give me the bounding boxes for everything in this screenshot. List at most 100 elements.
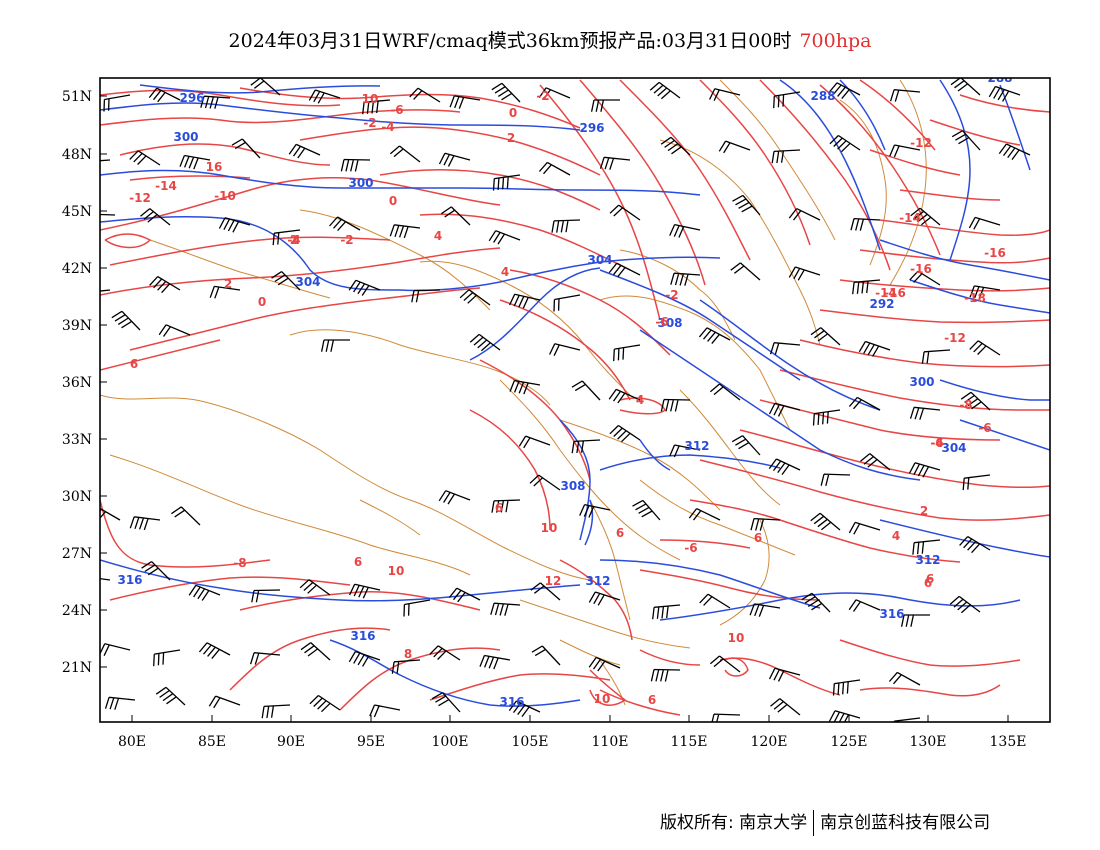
wind-barb	[888, 671, 921, 686]
wind-barb	[828, 82, 861, 100]
wind-barb	[158, 324, 191, 337]
temperature-label: -6	[978, 421, 991, 435]
wind-barb	[369, 704, 401, 718]
temperature-contour	[100, 499, 271, 568]
temperature-contour	[119, 143, 331, 166]
copyright-footer: 版权所有: 南京大学 南京创蓝科技有限公司	[660, 808, 990, 836]
temperature-label: -18	[964, 291, 986, 305]
boundary-line	[719, 519, 770, 626]
wind-barb	[188, 584, 221, 601]
wind-barb	[848, 396, 881, 411]
lat-label: 48N	[62, 147, 92, 163]
temperature-label: -2	[340, 233, 353, 247]
height-contour	[584, 499, 594, 546]
contour-labels: 296 300 300 304 304 312 308 312 316 316 316 312 296 2…	[117, 71, 1012, 709]
wind-barb	[300, 642, 331, 661]
wind-barb	[608, 388, 641, 404]
wind-barb	[788, 266, 821, 281]
wind-barb	[329, 216, 361, 232]
height-contour	[599, 269, 801, 381]
temperature-contour	[509, 269, 671, 356]
temperature-contour	[659, 539, 751, 549]
temperature-label: 0	[389, 194, 397, 208]
height-contour	[879, 519, 1050, 558]
temperature-contour	[724, 657, 749, 677]
height-label: 296	[179, 91, 204, 105]
title-main: 2024年03月31日WRF/cmaq模式36km预报产品:03月31日00时	[228, 30, 792, 52]
wind-barb	[530, 582, 561, 601]
wind-barb	[100, 577, 111, 581]
wind-barb	[129, 516, 161, 531]
wind-barb	[129, 150, 161, 166]
wind-barb	[179, 154, 211, 170]
height-label: 288	[987, 71, 1012, 85]
wind-barb	[820, 473, 851, 487]
boundary-line	[419, 260, 631, 396]
temperature-label: -14	[155, 179, 177, 193]
wind-barb	[588, 656, 621, 672]
temperature-contour	[479, 359, 591, 481]
height-label: 312	[915, 553, 940, 567]
wind-barb	[909, 406, 941, 420]
wind-barb	[988, 85, 1021, 102]
wind-barb	[349, 583, 381, 599]
temperature-label: 6	[616, 526, 624, 540]
temperature-contour	[109, 576, 351, 601]
height-contour	[639, 329, 921, 481]
boundary-line	[679, 389, 781, 506]
height-contour	[100, 102, 581, 131]
wind-barb	[429, 645, 461, 661]
boundary-line	[109, 454, 471, 576]
wind-barb	[812, 409, 841, 426]
wind-barb	[962, 474, 991, 491]
wind-barb	[599, 156, 631, 170]
wind-barb	[438, 152, 471, 167]
wind-barb	[660, 398, 691, 412]
temperature-contour	[429, 673, 611, 701]
map-title: 2024年03月31日WRF/cmaq模式36km预报产品:03月31日00时 7…	[0, 26, 1100, 53]
wind-barb	[950, 78, 981, 96]
boundary-line	[639, 479, 796, 556]
lat-label: 42N	[62, 261, 92, 277]
wind-barb	[889, 144, 921, 158]
lon-label: 85E	[198, 734, 226, 750]
temperature-contour	[419, 213, 631, 271]
wind-barb	[590, 99, 620, 112]
temperature-contour	[859, 684, 1001, 697]
temperature-contour	[699, 459, 1050, 521]
height-contour	[939, 379, 1050, 401]
wind-barb	[155, 686, 186, 706]
wind-barb	[588, 591, 621, 606]
lon-label: 135E	[990, 734, 1027, 750]
wind-barb	[299, 579, 331, 596]
temperature-contour	[299, 126, 601, 176]
wind-barb	[773, 91, 801, 109]
temperature-contour	[819, 309, 1050, 324]
temperature-label: 6	[354, 555, 362, 569]
temperature-contour	[599, 689, 681, 716]
temperature-contour	[689, 499, 961, 563]
wind-barb	[449, 95, 481, 109]
wind-barb	[309, 694, 341, 713]
temperature-label: 10	[728, 631, 745, 645]
temperature-label: -6	[390, 103, 403, 117]
wind-barb	[718, 140, 751, 154]
wind-barb	[209, 285, 241, 299]
height-label: 308	[560, 479, 585, 493]
temperature-contour	[959, 94, 1050, 113]
temperature-contour	[899, 189, 1001, 201]
wind-barb	[609, 204, 641, 221]
wind-barb	[768, 458, 801, 475]
temperature-label: 6	[926, 572, 934, 586]
wind-barb	[479, 654, 511, 670]
wind-barb	[389, 145, 421, 163]
wind-barb	[261, 704, 291, 719]
wind-barb	[921, 349, 951, 364]
wind-barb	[609, 424, 641, 443]
temperature-label: 10	[541, 521, 558, 535]
temperature-contour	[819, 84, 941, 256]
wind-barb	[218, 217, 251, 233]
wind-barb	[538, 87, 571, 100]
wind-barb	[348, 650, 381, 667]
height-label: 304	[587, 253, 612, 267]
